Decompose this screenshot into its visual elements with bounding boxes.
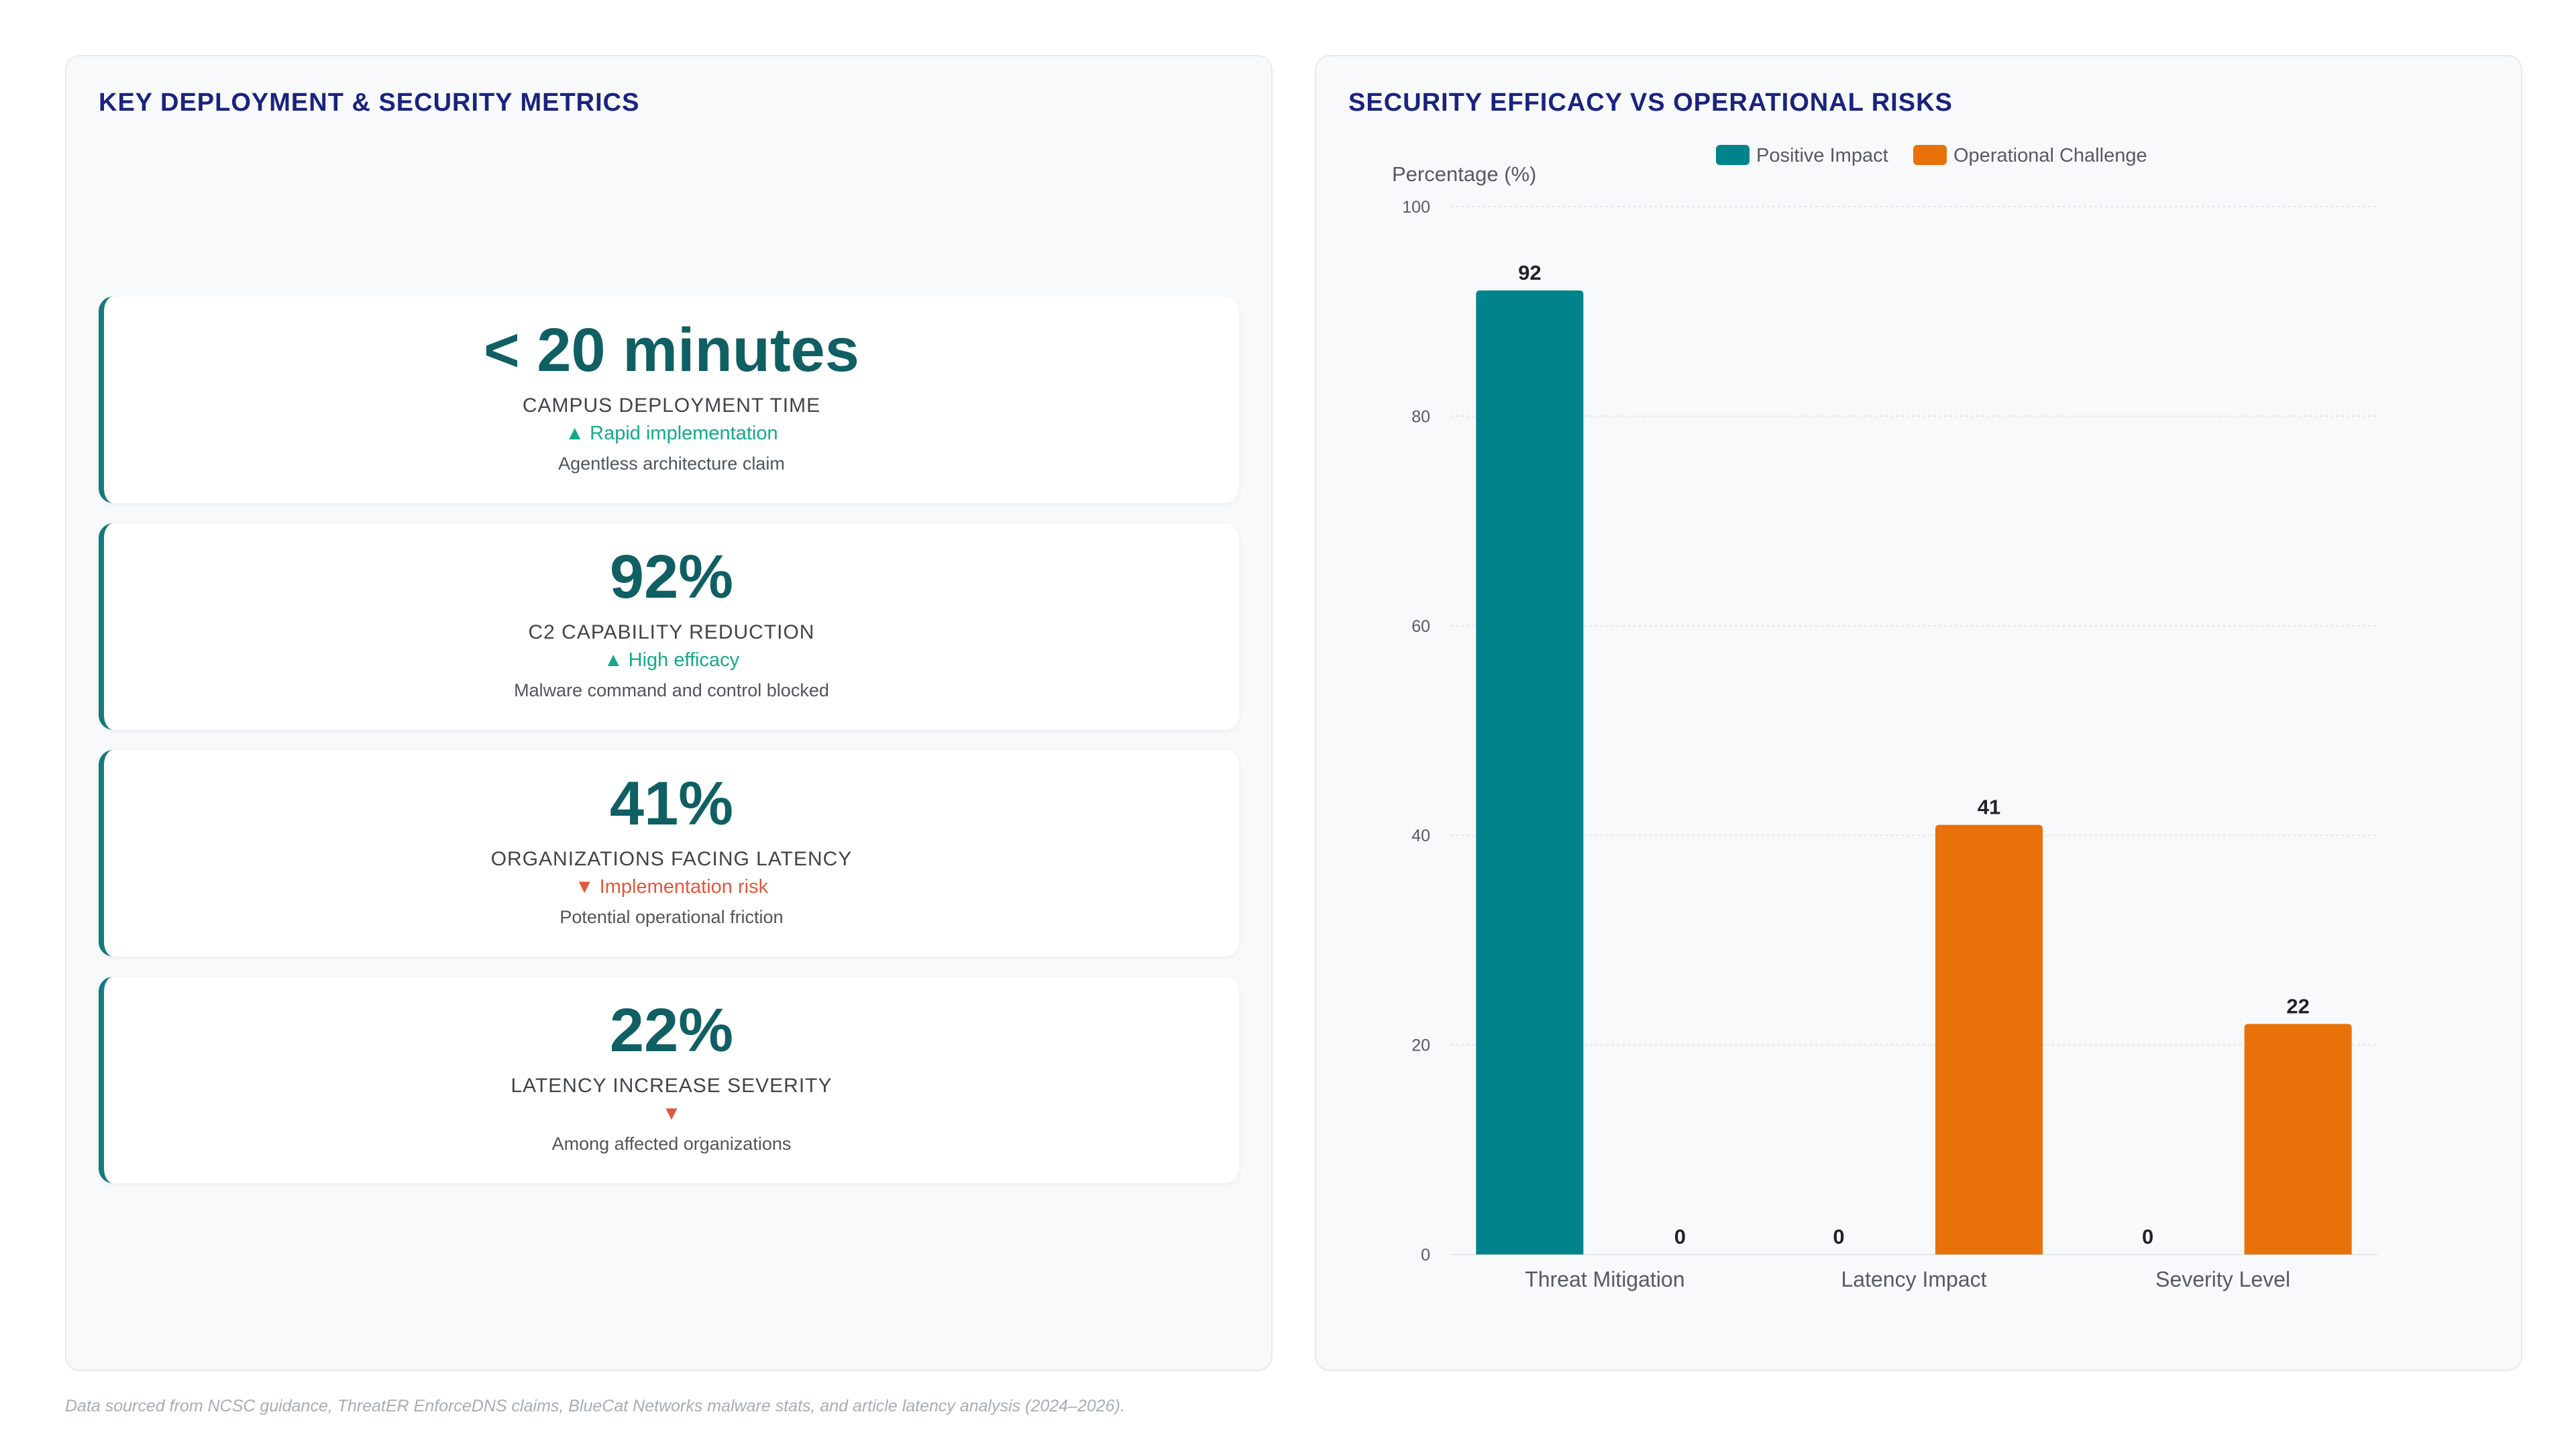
metric-trend: ▲ Rapid implementation	[565, 423, 778, 444]
metric-trend: ▲ High efficacy	[603, 649, 740, 671]
y-tick-label: 0	[1421, 1246, 1430, 1265]
y-tick-label: 20	[1411, 1036, 1430, 1055]
legend-swatch	[1913, 145, 1947, 165]
data-label: 0	[1833, 1225, 1844, 1248]
x-tick-label: Latency Impact	[1841, 1267, 1987, 1291]
data-label: 0	[1674, 1225, 1686, 1248]
data-label: 0	[2142, 1225, 2153, 1248]
metric-value: 92%	[609, 543, 734, 611]
legend-label: Operational Challenge	[1953, 145, 2147, 166]
source-footnote: Data sourced from NCSC guidance, ThreatE…	[65, 1397, 1125, 1415]
chart-panel: SECURITY EFFICACY VS OPERATIONAL RISKS 0…	[1315, 55, 2522, 1371]
metric-card-c2-reduction: 92% C2 CAPABILITY REDUCTION ▲ High effic…	[99, 523, 1239, 730]
data-label: 22	[2286, 994, 2309, 1018]
metric-note: Potential operational friction	[559, 907, 784, 927]
metric-trend: ▼ Implementation risk	[574, 876, 769, 898]
metric-value: 41%	[609, 769, 734, 838]
metric-card-latency-orgs: 41% ORGANIZATIONS FACING LATENCY ▼ Imple…	[99, 750, 1239, 957]
metric-card-latency-severity: 22% LATENCY INCREASE SEVERITY ▼ Among af…	[99, 977, 1239, 1183]
metric-label: CAMPUS DEPLOYMENT TIME	[522, 394, 821, 417]
data-label: 41	[1978, 796, 2000, 819]
y-tick-label: 40	[1411, 826, 1430, 845]
bar-chart: 0 20 40 60 80 100 Percentage (%) Positive Impac…	[1392, 145, 2377, 1291]
x-tick-label: Threat Mitigation	[1525, 1267, 1684, 1291]
legend-swatch	[1716, 145, 1750, 165]
metric-note: Among affected organizations	[551, 1134, 792, 1154]
y-tick-label: 100	[1402, 198, 1430, 217]
chart-panel-title: SECURITY EFFICACY VS OPERATIONAL RISKS	[1348, 89, 1953, 117]
x-tick-label: Severity Level	[2155, 1267, 2290, 1291]
y-tick-label: 80	[1411, 407, 1430, 426]
y-tick-label: 60	[1411, 617, 1430, 636]
bar	[1476, 290, 1584, 1255]
bar	[2244, 1024, 2352, 1254]
metric-value: 22%	[609, 996, 734, 1065]
metric-trend: ▼	[661, 1103, 682, 1124]
metric-note: Malware command and control blocked	[514, 680, 829, 700]
metric-card-deployment-time: < 20 minutes CAMPUS DEPLOYMENT TIME ▲ Ra…	[99, 297, 1239, 503]
metric-label: LATENCY INCREASE SEVERITY	[511, 1075, 833, 1097]
metric-label: C2 CAPABILITY REDUCTION	[528, 621, 815, 643]
data-label: 92	[1518, 261, 1541, 284]
y-axis-label: Percentage (%)	[1392, 162, 1536, 186]
metric-note: Agentless architecture claim	[558, 453, 785, 474]
metrics-panel: KEY DEPLOYMENT & SECURITY METRICS < 20 m…	[65, 55, 1273, 1371]
bar	[1935, 824, 2043, 1254]
metric-value: < 20 minutes	[484, 316, 859, 384]
metrics-panel-title: KEY DEPLOYMENT & SECURITY METRICS	[99, 89, 640, 117]
legend-label: Positive Impact	[1756, 145, 1888, 166]
metric-label: ORGANIZATIONS FACING LATENCY	[490, 848, 853, 870]
